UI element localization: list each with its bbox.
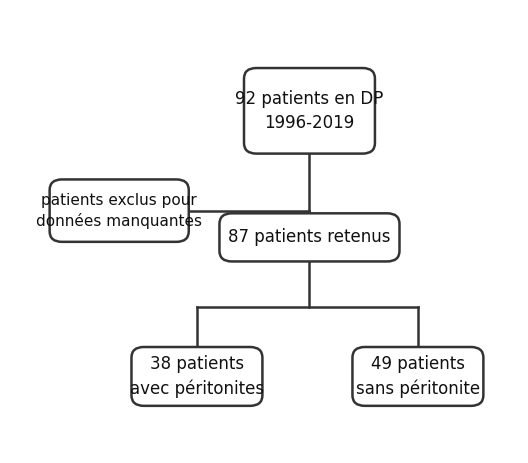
- FancyBboxPatch shape: [131, 347, 262, 406]
- FancyBboxPatch shape: [220, 213, 400, 262]
- FancyBboxPatch shape: [244, 68, 375, 154]
- Text: patients exclus pour
données manquantes: patients exclus pour données manquantes: [36, 193, 202, 229]
- FancyBboxPatch shape: [50, 180, 189, 242]
- Text: 38 patients
avec péritonites: 38 patients avec péritonites: [130, 355, 264, 398]
- FancyBboxPatch shape: [353, 347, 484, 406]
- Text: 87 patients retenus: 87 patients retenus: [228, 228, 391, 246]
- Text: 49 patients
sans péritonite: 49 patients sans péritonite: [356, 355, 480, 398]
- Text: 92 patients en DP
1996-2019: 92 patients en DP 1996-2019: [235, 90, 384, 131]
